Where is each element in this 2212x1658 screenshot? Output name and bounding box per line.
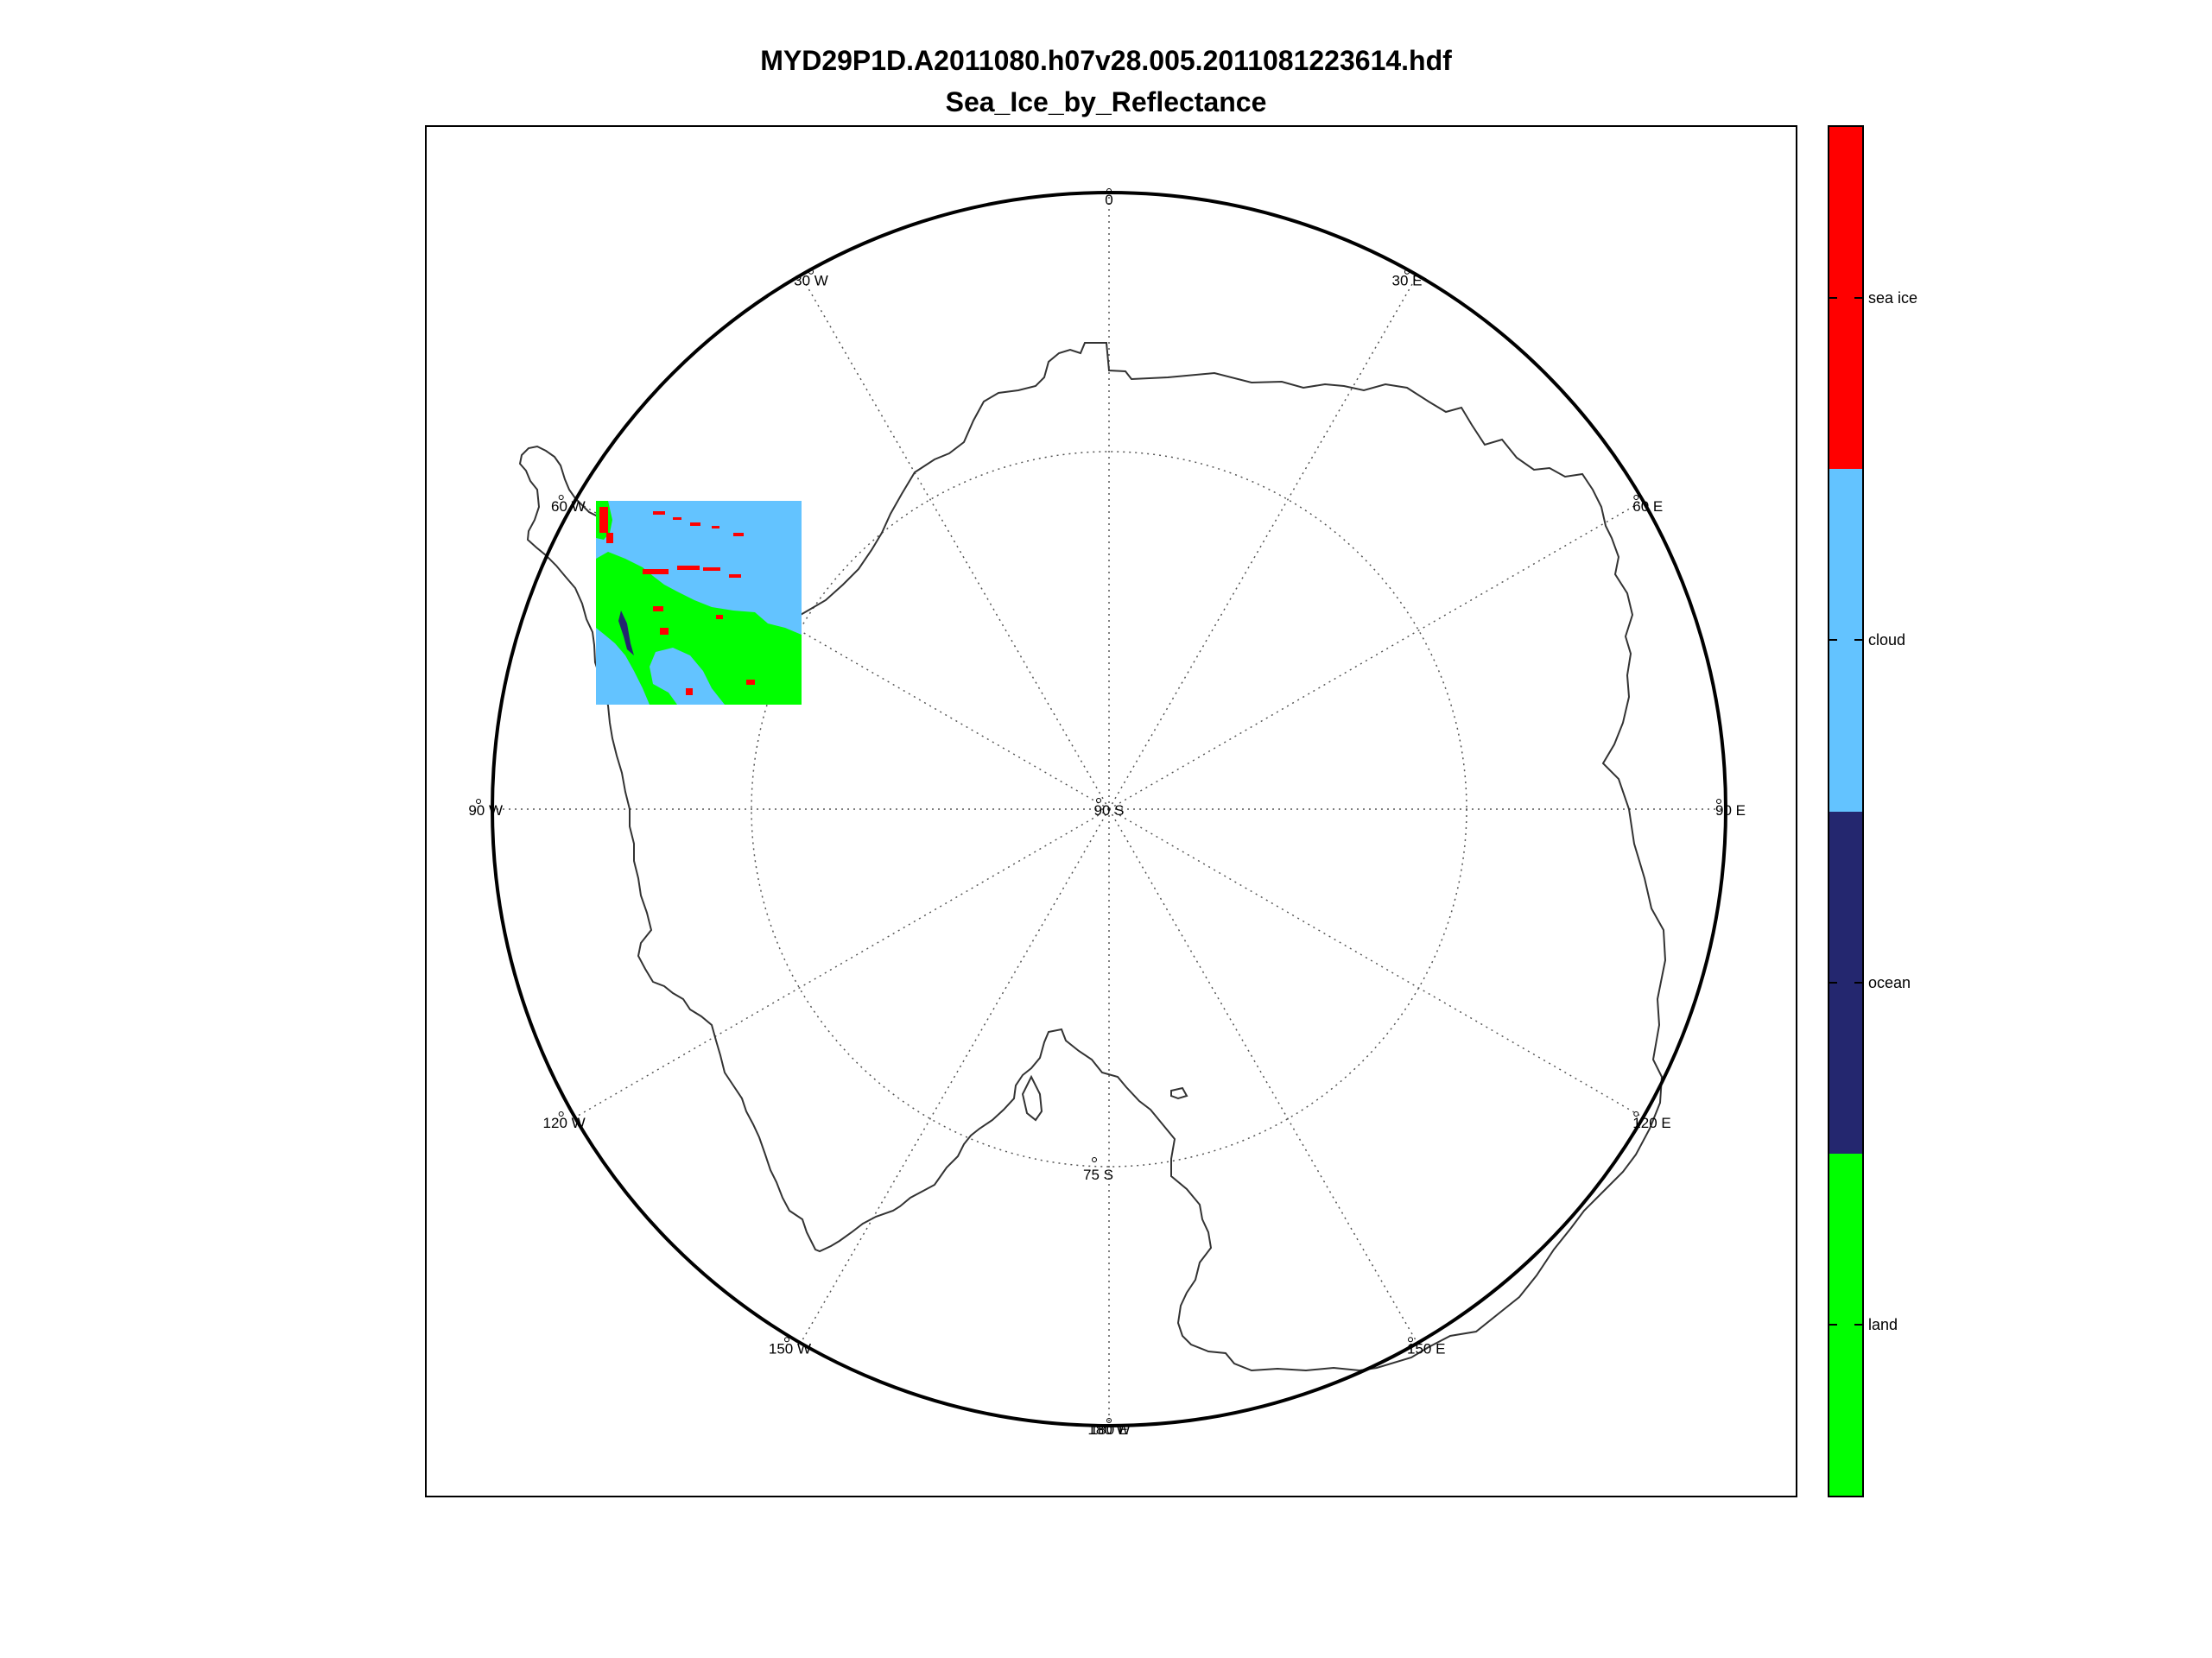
dataset-name-title: Sea_Ice_by_Reflectance	[945, 86, 1267, 117]
meridian-line	[1108, 808, 1418, 1344]
colorbar-tick	[1829, 1323, 1837, 1326]
longitude-label: 120 W	[543, 1115, 586, 1131]
sea-ice-patch	[643, 569, 669, 574]
degree-symbol	[1716, 799, 1721, 804]
polar-map: 0 30 E 60 E 90 E 120 E 150 E 180 E 150 W 120 W 90…	[468, 188, 1746, 1438]
degree-symbol	[558, 495, 564, 500]
map-frame: 0 30 E 60 E 90 E 120 E 150 E 180 E 150 W 120 W 90…	[425, 125, 1797, 1497]
latitude-label-90s: 90 S	[1094, 802, 1125, 819]
colorbar-tick	[1854, 297, 1862, 300]
tile-ocean-area	[618, 611, 634, 655]
colorbar-tick	[1854, 639, 1862, 642]
colorbar-tick	[1854, 981, 1862, 984]
sea-ice-patch	[673, 517, 681, 520]
degree-symbol	[1106, 188, 1112, 193]
graticule	[492, 193, 1726, 1426]
longitude-label: 150 W	[769, 1340, 811, 1357]
sea-ice-patch	[599, 507, 608, 533]
sea-ice-patch	[703, 567, 720, 571]
colorbar-label: ocean	[1868, 973, 1911, 991]
longitude-label: 180 E	[1090, 1421, 1128, 1438]
island-outline	[1170, 1086, 1188, 1100]
colorbar-label: cloud	[1868, 631, 1906, 649]
longitude-label: 30 E	[1392, 273, 1423, 289]
graticule-labels: 0 30 E 60 E 90 E 120 E 150 E 180 E 150 W 120 W 90…	[468, 188, 1746, 1438]
colorbar-tick	[1829, 639, 1837, 642]
latitude-75s-circle	[751, 451, 1467, 1168]
longitude-label: 90 W	[468, 802, 503, 819]
longitude-label: 150 E	[1407, 1340, 1445, 1357]
sea-ice-patch	[746, 680, 755, 685]
sea-ice-patch	[733, 533, 744, 536]
degree-symbol	[558, 1111, 564, 1117]
degree-symbol	[1106, 1418, 1112, 1423]
colorbar	[1828, 125, 1864, 1497]
degree-symbol	[808, 269, 814, 275]
antarctica-coastline	[518, 342, 1667, 1372]
file-name-title: MYD29P1D.A2011080.h07v28.005.20110812236…	[760, 45, 1452, 76]
longitude-label: 90 E	[1715, 802, 1746, 819]
degree-symbol	[1633, 495, 1639, 500]
colorbar-tick	[1829, 297, 1837, 300]
longitude-label: 60 E	[1632, 498, 1663, 515]
sea-ice-patch	[712, 526, 719, 528]
latitude-label-75s: 75 S	[1083, 1167, 1113, 1183]
colorbar-label: land	[1868, 1315, 1898, 1333]
sea-ice-patch	[686, 688, 693, 695]
sea-ice-patch	[677, 566, 700, 570]
longitude-label: 60 W	[551, 498, 586, 515]
longitude-label: 0	[1105, 192, 1112, 208]
sea-ice-patch	[716, 615, 723, 619]
colorbar-tick	[1829, 981, 1837, 984]
sea-ice-patch	[660, 628, 669, 635]
modis-tile	[596, 501, 802, 705]
degree-symbol	[1404, 269, 1410, 275]
colorbar-label: sea ice	[1868, 289, 1918, 307]
degree-symbol	[1408, 1337, 1413, 1343]
tile-land-area	[596, 552, 802, 705]
degree-symbol	[1096, 798, 1101, 803]
meridian-line	[1108, 808, 1644, 1118]
colorbar-tick	[1854, 1323, 1862, 1326]
meridian-line	[1108, 275, 1418, 810]
sea-ice-patch	[653, 511, 665, 515]
sea-ice-patch	[653, 606, 663, 611]
meridian-line	[800, 275, 1110, 810]
longitude-label: 30 W	[794, 273, 828, 289]
degree-symbol	[784, 1337, 789, 1343]
sea-ice-patch	[729, 574, 741, 578]
chart-title: MYD29P1D.A2011080.h07v28.005.20110812236…	[0, 40, 2212, 123]
longitude-label: 120 E	[1632, 1115, 1670, 1131]
degree-symbol	[1092, 1157, 1097, 1162]
degree-symbol	[476, 799, 481, 804]
sea-ice-patch	[606, 533, 613, 543]
tile-sea-ice-area	[599, 507, 755, 695]
island-outline	[1021, 1074, 1043, 1122]
meridian-line	[800, 808, 1110, 1344]
sea-ice-patch	[690, 522, 700, 526]
longitude-label: 180 W	[1087, 1421, 1130, 1438]
degree-symbol	[1633, 1111, 1639, 1117]
meridian-line	[1108, 500, 1644, 810]
